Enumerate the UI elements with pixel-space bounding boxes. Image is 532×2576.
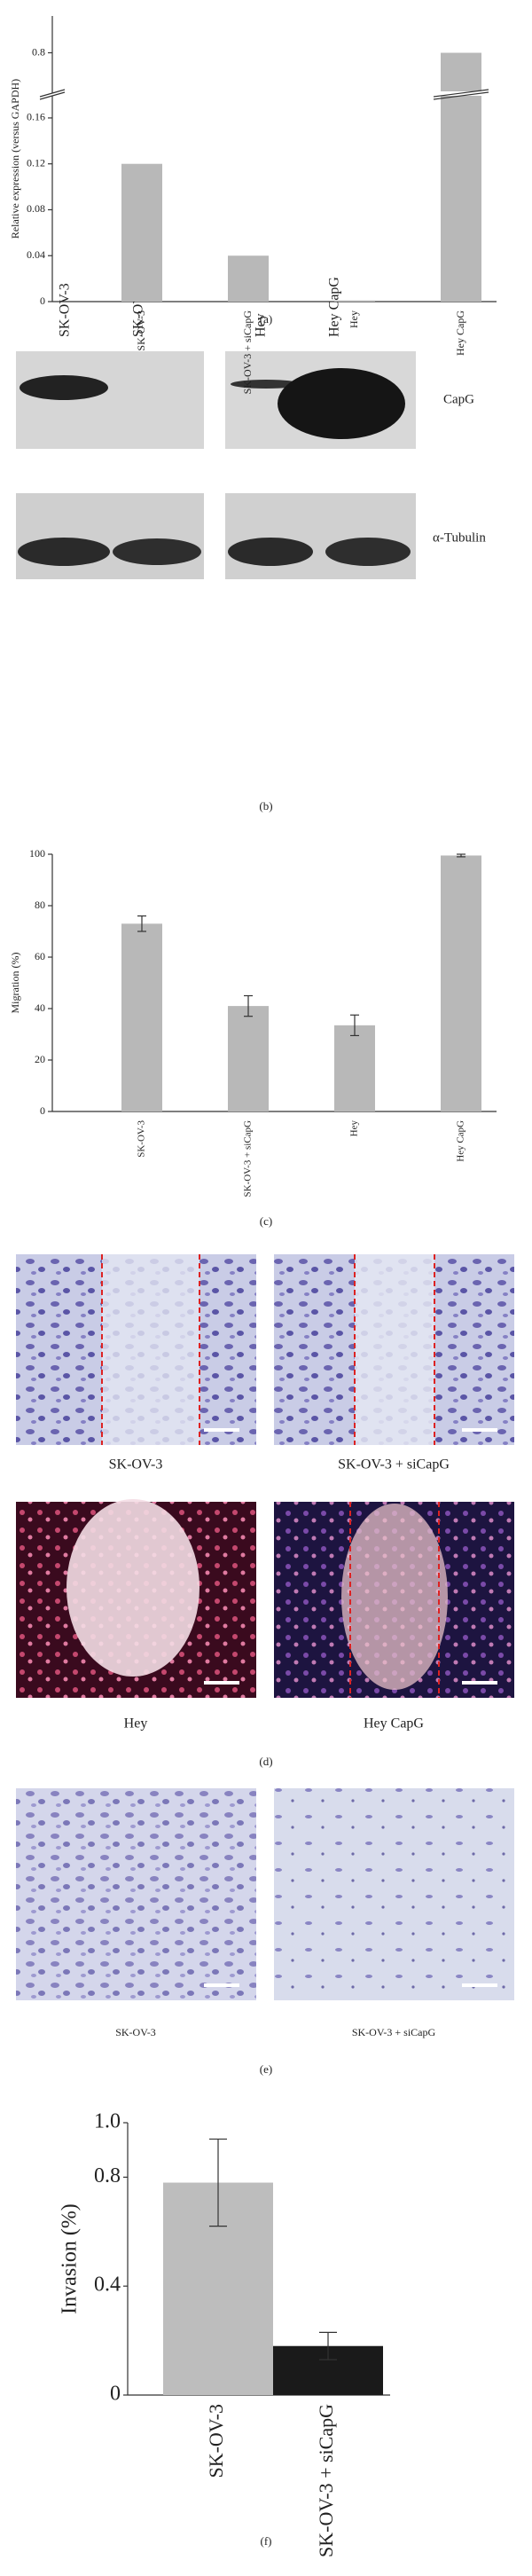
bar xyxy=(121,163,162,302)
x-tick-label: Hey xyxy=(349,1120,360,1137)
panel-label: (a) xyxy=(260,312,272,326)
image-caption: SK-OV-3 + siCapG xyxy=(352,2026,436,2038)
y-axis-label: Invasion (%) xyxy=(59,2203,82,2314)
bar xyxy=(121,923,162,1111)
y-tick-label: 0.4 xyxy=(94,2274,121,2297)
x-tick-label: Hey xyxy=(348,310,360,328)
y-tick-label: 0 xyxy=(110,2383,121,2406)
y-tick-label: 0 xyxy=(40,295,45,307)
axis-break xyxy=(39,91,66,100)
y-axis-label: Migration (%) xyxy=(9,953,21,1014)
y-tick-label: 0.08 xyxy=(27,202,45,215)
x-tick-label: SK-OV-3 xyxy=(137,1120,147,1158)
bar xyxy=(228,1006,269,1111)
bar xyxy=(441,52,481,302)
panel-label: (e) xyxy=(260,2062,272,2076)
axis-break xyxy=(433,89,489,98)
y-tick-label: 60 xyxy=(35,950,45,962)
y-tick-label: 1.0 xyxy=(94,2110,121,2133)
panel-label: (c) xyxy=(260,1214,272,1228)
panel-label: (d) xyxy=(259,1755,272,1768)
x-tick-label: SK-OV-3 xyxy=(205,2404,227,2478)
y-tick-label: 80 xyxy=(35,899,45,911)
blot-row-label: CapG xyxy=(443,392,474,406)
axis-break xyxy=(39,89,66,98)
y-tick-label: 0.16 xyxy=(27,111,45,123)
y-tick-label: 0.8 xyxy=(94,2164,121,2187)
image-caption: SK-OV-3 + siCapG xyxy=(338,1457,450,1473)
invasion-images xyxy=(16,1788,514,2000)
bar xyxy=(334,300,375,302)
bar xyxy=(441,855,481,1111)
bar xyxy=(228,255,269,302)
axis-break xyxy=(433,91,489,100)
x-tick-label: Hey CapG xyxy=(456,1120,466,1162)
lane-label: Hey CapG xyxy=(327,277,342,337)
panel-label: (f) xyxy=(261,2534,272,2548)
y-tick-label: 20 xyxy=(35,1053,45,1065)
image-caption: Hey CapG xyxy=(364,1716,424,1732)
blot-row-label: α-Tubulin xyxy=(433,530,486,545)
x-tick-label: SK-OV-3 xyxy=(135,310,147,351)
wound-images xyxy=(16,1254,514,1698)
y-tick-label: 40 xyxy=(35,1001,45,1014)
image-caption: SK-OV-3 xyxy=(115,2026,156,2038)
x-tick-label: SK-OV-3 + siCapG xyxy=(243,1120,254,1198)
y-tick-label: 100 xyxy=(29,847,45,860)
y-axis-label: Relative expression (versus GAPDH) xyxy=(9,79,21,239)
lane-label: SK-OV-3 xyxy=(58,283,73,337)
lane-label: Hey xyxy=(254,313,269,337)
image-caption: SK-OV-3 xyxy=(109,1457,163,1473)
y-tick-label: 0.12 xyxy=(27,156,45,169)
x-tick-label: SK-OV-3 + siCapG xyxy=(241,310,254,395)
y-tick-label: 0.04 xyxy=(27,248,45,261)
x-tick-label: SK-OV-3 + siCapG xyxy=(315,2404,337,2557)
bar xyxy=(334,1025,375,1111)
western-blot xyxy=(16,351,416,579)
image-caption: Hey xyxy=(124,1716,148,1732)
panel-label: (b) xyxy=(259,799,272,813)
y-tick-label: 0 xyxy=(40,1104,45,1117)
x-tick-label: Hey CapG xyxy=(454,310,466,356)
y-tick-label: 0.8 xyxy=(32,45,45,58)
